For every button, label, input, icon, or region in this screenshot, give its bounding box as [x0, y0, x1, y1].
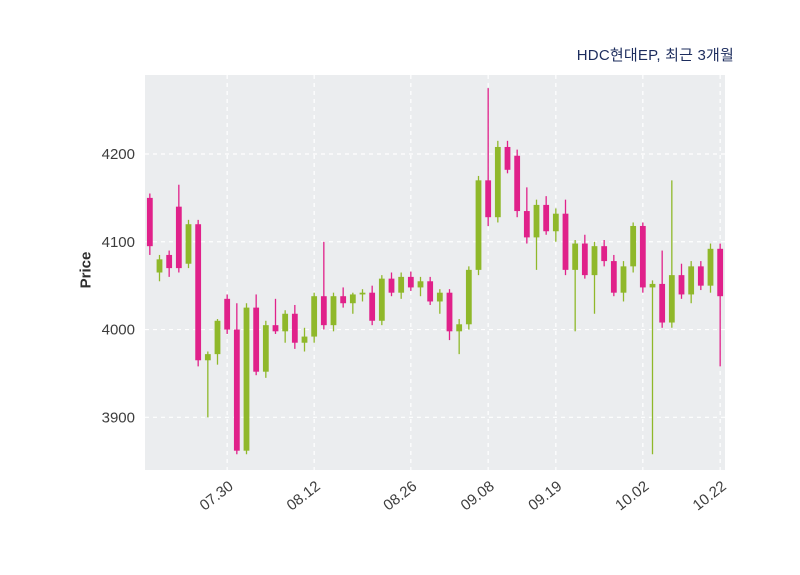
- candle-body: [494, 146, 501, 218]
- candle-body: [204, 354, 211, 361]
- x-tick-label: 10.02: [612, 478, 652, 515]
- candle-body: [659, 283, 666, 323]
- candle-body: [407, 276, 414, 288]
- candle-body: [233, 329, 240, 451]
- candle-body: [214, 320, 221, 355]
- candle-body: [175, 206, 182, 269]
- candle-body: [514, 155, 521, 212]
- candle-body: [272, 325, 279, 332]
- x-tick-label: 09.19: [525, 478, 565, 515]
- candle-body: [697, 266, 704, 286]
- candle-body: [688, 266, 695, 295]
- y-tick-label: 4000: [102, 322, 135, 339]
- candle-body: [291, 313, 298, 343]
- candle-body: [717, 248, 724, 297]
- candle-body: [311, 296, 318, 337]
- candle-body: [185, 224, 192, 264]
- candle-body: [369, 292, 376, 321]
- candle-body: [436, 292, 443, 302]
- candle-body: [678, 275, 685, 295]
- candle-body: [243, 307, 250, 451]
- candle-body: [533, 204, 540, 238]
- candle-body: [417, 281, 424, 288]
- candle-body: [320, 296, 327, 326]
- candle-body: [330, 296, 337, 326]
- candle-body: [620, 266, 627, 293]
- candle-body: [523, 211, 530, 238]
- candle-body: [156, 259, 163, 273]
- candle-body: [630, 225, 637, 267]
- candle-body: [591, 246, 598, 276]
- candle-body: [166, 254, 173, 269]
- candle-body: [639, 225, 646, 288]
- chart-title: HDC현대EP, 최근 3개월: [576, 47, 734, 64]
- x-tick-label: 08.12: [284, 478, 324, 515]
- x-tick-label: 08.26: [380, 478, 420, 515]
- candle-body: [485, 180, 492, 218]
- candle-body: [562, 213, 569, 270]
- candle-body: [349, 294, 356, 304]
- candle-body: [552, 213, 559, 232]
- candle-body: [398, 276, 405, 293]
- plot-area: [145, 75, 725, 470]
- candle-body: [282, 313, 289, 332]
- candle-body: [707, 248, 714, 286]
- candle-body: [262, 325, 269, 372]
- candle-body: [649, 283, 656, 288]
- candle-body: [668, 275, 675, 323]
- x-tick-label: 07.30: [197, 478, 237, 515]
- x-tick-label: 10.22: [690, 478, 730, 515]
- candle-body: [610, 261, 617, 293]
- candle-body: [388, 278, 395, 293]
- candle-body: [427, 281, 434, 302]
- x-tick-label: 09.08: [458, 478, 498, 515]
- candle-body: [253, 307, 260, 372]
- candle-body: [465, 269, 472, 325]
- candle-body: [456, 324, 463, 332]
- candle-body: [572, 243, 579, 270]
- candle-body: [340, 296, 347, 304]
- candle-body: [601, 246, 608, 262]
- candle-body: [581, 243, 588, 276]
- candle-body: [378, 278, 385, 321]
- candle-body: [359, 292, 366, 295]
- candle-body: [543, 204, 550, 232]
- candle-body: [504, 146, 511, 170]
- y-tick-label: 4200: [102, 146, 135, 163]
- y-tick-label: 4100: [102, 234, 135, 251]
- candle-body: [446, 292, 453, 332]
- y-tick-label: 3900: [102, 409, 135, 426]
- candle-body: [146, 197, 153, 247]
- candle-body: [195, 224, 202, 361]
- candle-body: [475, 180, 482, 270]
- candle-body: [224, 298, 231, 330]
- candle-body: [301, 336, 308, 343]
